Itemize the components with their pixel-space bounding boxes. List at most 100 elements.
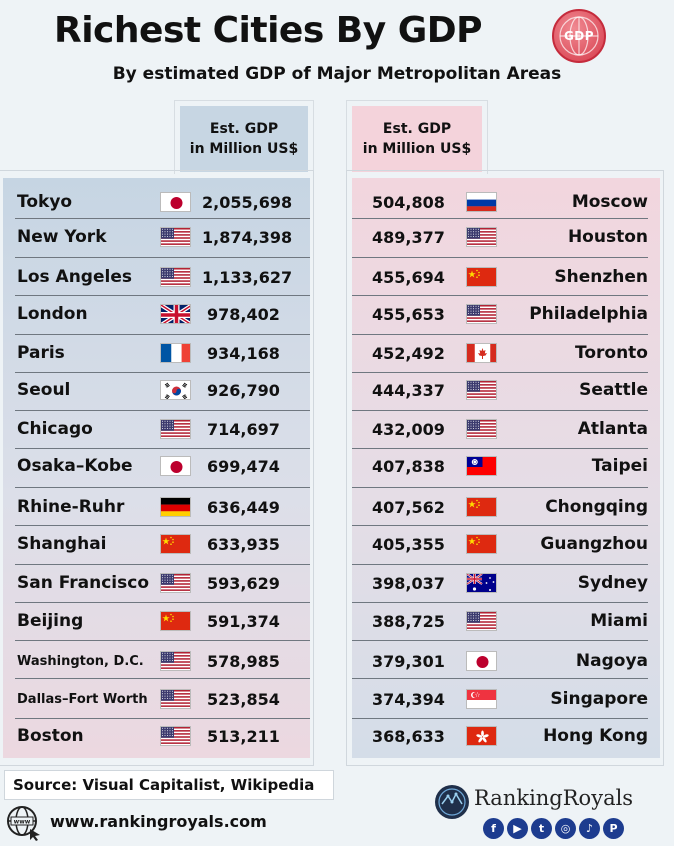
gdp-value: 1,133,627 (202, 267, 293, 287)
flag-china-icon (466, 534, 497, 554)
city-name: New York (17, 227, 107, 247)
list-item: Miami 388,725 (352, 602, 660, 640)
city-name: Beijing (17, 611, 84, 631)
list-item: Toronto 452,492 (352, 334, 660, 372)
source-note: Source: Visual Capitalist, Wikipedia (4, 770, 334, 800)
list-item: Nagoya 379,301 (352, 642, 660, 680)
gdp-value: 455,694 (372, 267, 445, 287)
city-name: Philadelphia (529, 304, 648, 324)
flag-japan-icon (466, 651, 497, 671)
gdp-value: 926,790 (207, 380, 280, 400)
gdp-value: 2,055,698 (202, 192, 293, 212)
gdp-value: 398,037 (372, 573, 445, 593)
gdp-value: 455,653 (372, 304, 445, 324)
twitter-icon[interactable]: t (531, 818, 552, 839)
list-item: Atlanta 432,009 (352, 410, 660, 448)
row-divider (15, 334, 310, 335)
list-item: Seattle 444,337 (352, 371, 660, 409)
flag-hong-kong-icon (466, 726, 497, 746)
list-item: Taipei 407,838 (352, 447, 660, 485)
row-divider (15, 718, 310, 719)
row-divider (352, 218, 648, 219)
list-item: Singapore 374,394 (352, 680, 660, 718)
gdp-value: 523,854 (207, 689, 280, 709)
row-divider (15, 257, 310, 258)
gdp-value: 379,301 (372, 651, 445, 671)
city-name: Chongqing (545, 497, 648, 517)
gdp-value: 513,211 (207, 726, 280, 746)
instagram-icon[interactable]: ◎ (555, 818, 576, 839)
flag-south-korea-icon (160, 380, 191, 400)
gdp-value: 368,633 (372, 726, 445, 746)
row-divider (15, 448, 310, 449)
tiktok-icon[interactable]: ♪ (579, 818, 600, 839)
gdp-value: 633,935 (207, 534, 280, 554)
flag-usa-icon (466, 419, 497, 439)
row-divider (352, 564, 648, 565)
city-name: Boston (17, 726, 84, 746)
flag-japan-icon (160, 192, 191, 212)
row-divider (352, 487, 648, 488)
list-item: Hong Kong 368,633 (352, 717, 660, 755)
list-item: San Francisco 593,629 (3, 564, 310, 602)
gdp-value: 699,474 (207, 456, 280, 476)
gdp-value: 407,562 (372, 497, 445, 517)
flag-germany-icon (160, 497, 191, 517)
row-divider (352, 602, 648, 603)
row-divider (15, 218, 310, 219)
list-item: Philadelphia 455,653 (352, 295, 660, 333)
row-divider (15, 295, 310, 296)
flag-usa-icon (466, 611, 497, 631)
flag-china-icon (160, 611, 191, 631)
city-name: Shanghai (17, 534, 107, 554)
row-divider (15, 678, 310, 679)
city-name: Tokyo (17, 192, 73, 212)
row-divider (352, 525, 648, 526)
title-row: Richest Cities By GDP GDP (0, 6, 674, 63)
panel-frame-right (346, 170, 664, 766)
flag-canada-icon (466, 343, 497, 363)
flag-usa-icon (160, 267, 191, 287)
gdp-value: 591,374 (207, 611, 280, 631)
list-item: Rhine-Ruhr 636,449 (3, 488, 310, 526)
row-divider (352, 257, 648, 258)
gdp-value: 578,985 (207, 651, 280, 671)
flag-japan-icon (160, 456, 191, 476)
list-item: Paris 934,168 (3, 334, 310, 372)
gdp-value: 1,874,398 (202, 227, 293, 247)
youtube-icon[interactable]: ▶ (507, 818, 528, 839)
column-header-right: Est. GDP in Million US$ (352, 106, 482, 172)
column-header-right-line1: Est. GDP (382, 121, 452, 137)
city-name: Rhine-Ruhr (17, 497, 125, 517)
city-name: Singapore (550, 689, 648, 709)
gdp-value: 714,697 (207, 419, 280, 439)
subtitle: By estimated GDP of Major Metropolitan A… (112, 64, 562, 84)
city-name: Seoul (17, 380, 71, 400)
list-item: Chicago 714,697 (3, 410, 310, 448)
list-item: Houston 489,377 (352, 218, 660, 256)
column-header-right-line2: in Million US$ (362, 141, 472, 157)
city-name: Washington, D.C. (17, 653, 144, 669)
flag-france-icon (160, 343, 191, 363)
gdp-value: 452,492 (372, 343, 445, 363)
city-name: Miami (590, 611, 648, 631)
website-link[interactable]: www.rankingroyals.com (50, 812, 267, 831)
facebook-icon[interactable]: f (483, 818, 504, 839)
column-header-left-line1: Est. GDP (209, 121, 279, 137)
city-name: Houston (567, 227, 648, 247)
gdp-value: 405,355 (372, 534, 445, 554)
flag-russia-icon (466, 192, 497, 212)
row-divider (15, 640, 310, 641)
city-name: Dallas–Fort Worth (17, 691, 148, 707)
column-header-frame-right (346, 100, 488, 174)
row-divider (352, 372, 648, 373)
social-icons: f ▶ t ◎ ♪ P (483, 818, 624, 839)
ranking-panel-right: Moscow 504,808 Houston 489,377 Shenzhen 455,6… (352, 178, 660, 758)
list-item: Sydney 398,037 (352, 564, 660, 602)
pinterest-icon[interactable]: P (603, 818, 624, 839)
list-item: Tokyo 2,055,698 (3, 183, 310, 221)
list-item: Beijing 591,374 (3, 602, 310, 640)
list-item: Dallas–Fort Worth 523,854 (3, 680, 310, 718)
city-name: Osaka–Kobe (17, 456, 133, 476)
